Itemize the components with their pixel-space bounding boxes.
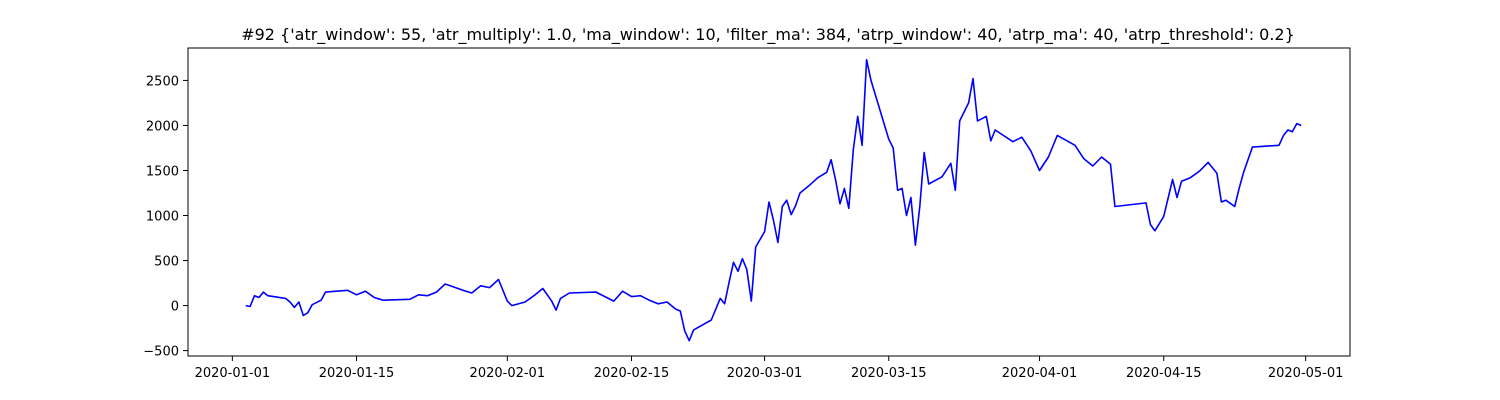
x-tick-label: 2020-03-15	[851, 366, 927, 381]
axes	[187, 47, 1351, 357]
x-axis: 2020-01-01 2020-01-15 2020-02-01 2020-02-15…	[195, 356, 1344, 381]
y-tick-label: 1000	[146, 210, 179, 225]
x-tick-label: 2020-03-01	[727, 366, 803, 381]
y-tick-label: 2500	[146, 74, 179, 89]
x-tick-label: 2020-04-01	[1002, 366, 1078, 381]
plot-frame	[187, 47, 1351, 357]
x-tick-label: 2020-01-01	[195, 366, 271, 381]
x-tick-label: 2020-04-15	[1126, 366, 1202, 381]
y-tick-label: 1500	[146, 164, 179, 179]
x-tick-label: 2020-05-01	[1268, 366, 1344, 381]
y-tick-label: 500	[154, 255, 179, 270]
series-line	[245, 58, 1302, 342]
series-layer	[245, 58, 1302, 342]
x-tick-label: 2020-02-15	[594, 366, 670, 381]
y-tick-label: −500	[143, 345, 179, 360]
chart-title: #92 {'atr_window': 55, 'atr_multiply': 1…	[241, 25, 1295, 45]
y-tick-label: 2000	[146, 119, 179, 134]
x-tick-label: 2020-01-15	[319, 366, 395, 381]
x-tick-label: 2020-02-01	[470, 366, 546, 381]
y-tick-label: 0	[171, 300, 179, 315]
y-axis: −500 0 500 1000 1500 2000 2500	[143, 74, 188, 360]
